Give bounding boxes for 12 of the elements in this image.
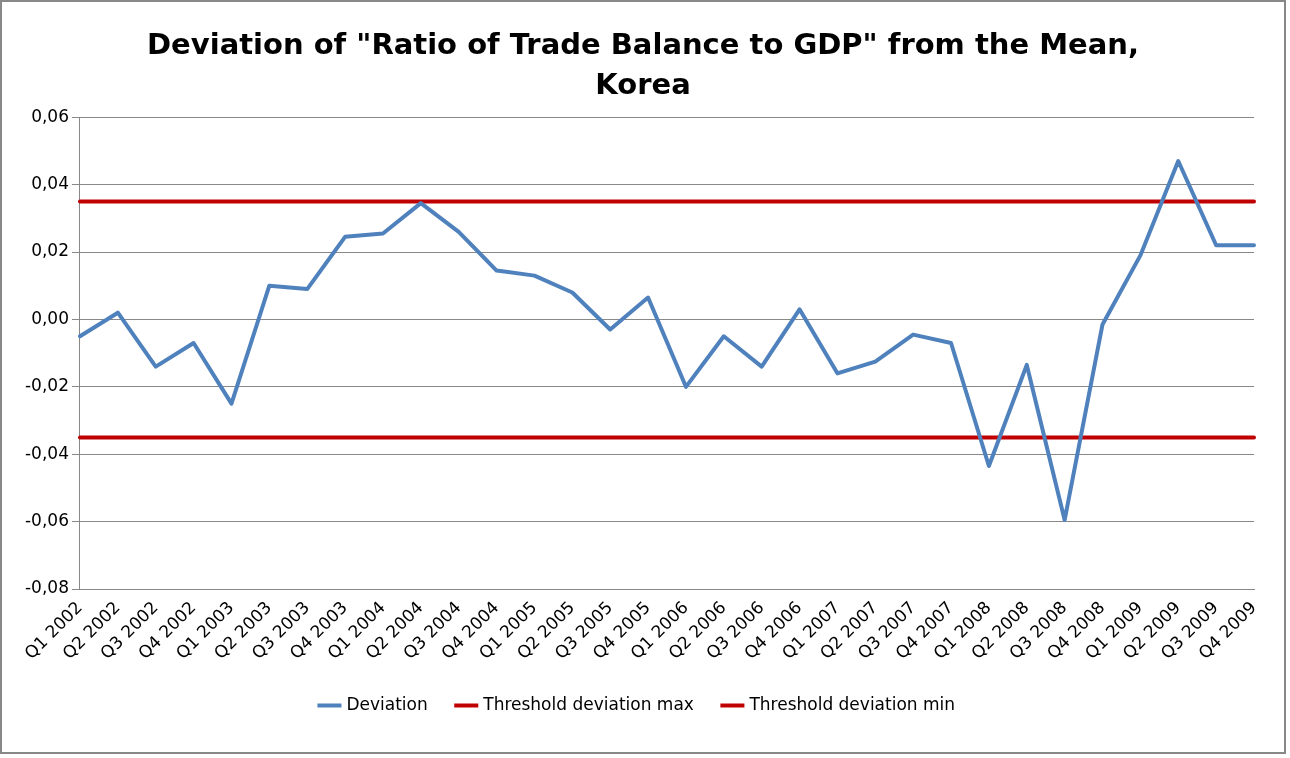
y-tick-label: 0,06 [31, 105, 69, 126]
y-tick-label: -0,02 [24, 375, 69, 396]
y-tick-label: -0,08 [24, 577, 69, 598]
y-tick-label: -0,06 [24, 510, 69, 531]
y-tick-label: 0,00 [31, 307, 69, 328]
legend-label: Threshold deviation min [748, 693, 956, 714]
legend-label: Deviation [346, 693, 428, 714]
legend-label: Threshold deviation max [482, 693, 694, 714]
y-tick-label: 0,02 [31, 240, 69, 261]
y-tick-label: 0,04 [31, 173, 69, 194]
chart-title: Deviation of "Ratio of Trade Balance to GDP" from the Mean, Korea [146, 26, 1140, 103]
y-tick-label: -0,04 [24, 442, 69, 463]
